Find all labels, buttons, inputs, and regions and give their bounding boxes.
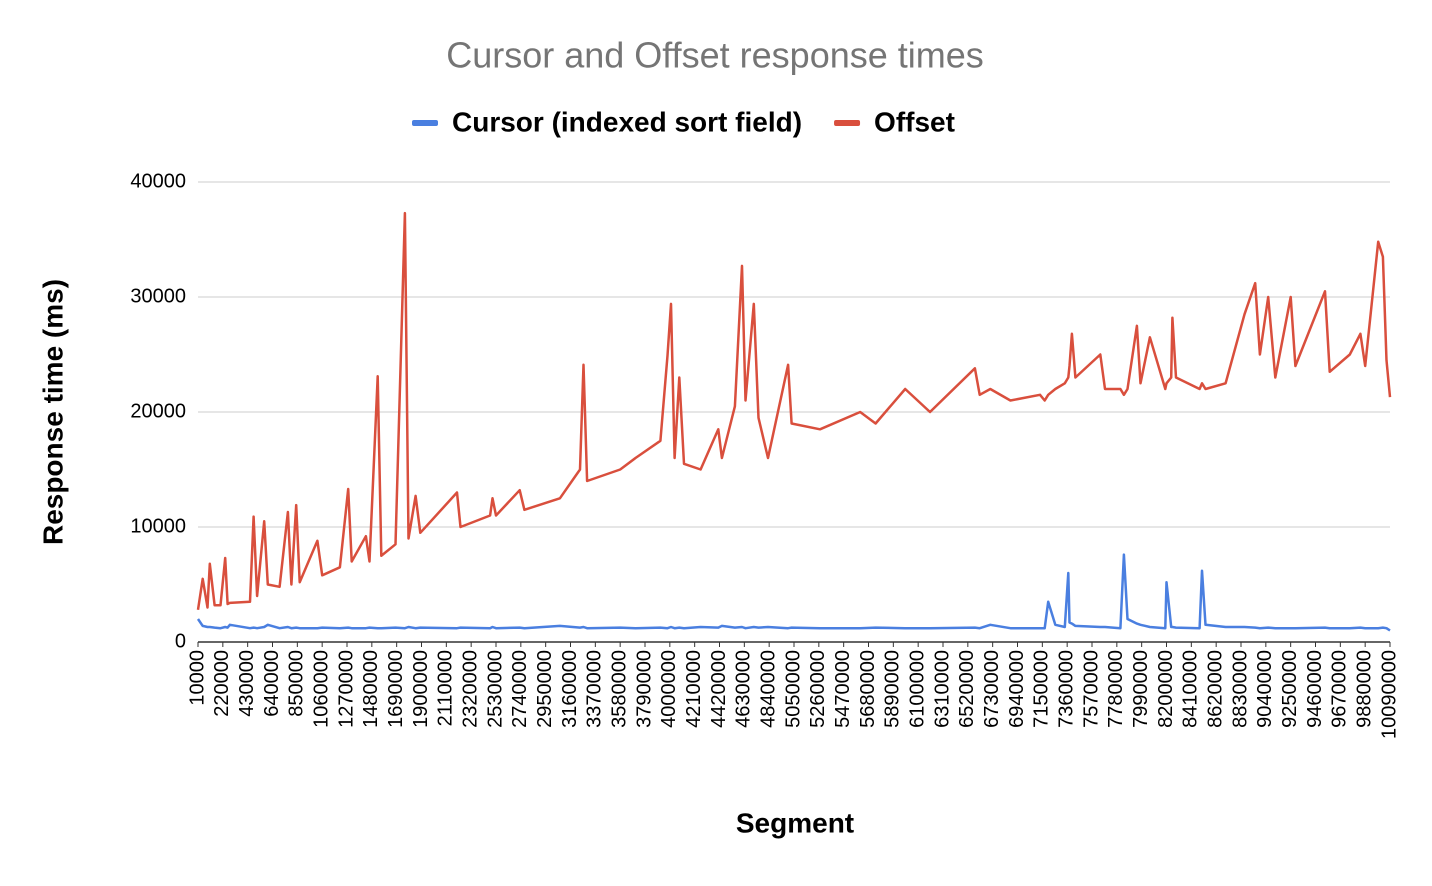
x-tick-label: 220000 <box>211 650 233 717</box>
x-tick-label: 5680000 <box>857 650 879 728</box>
x-tick-label: 7570000 <box>1080 650 1102 728</box>
x-tick-label: 4420000 <box>708 650 730 728</box>
legend-label: Offset <box>874 106 955 137</box>
x-tick-label: 640000 <box>261 650 283 717</box>
x-tick-label: 6310000 <box>931 650 953 728</box>
x-tick-label: 1270000 <box>335 650 357 728</box>
y-tick-label: 40000 <box>130 170 186 192</box>
x-tick-label: 9250000 <box>1279 650 1301 728</box>
x-tick-label: 5470000 <box>832 650 854 728</box>
x-tick-label: 6730000 <box>981 650 1003 728</box>
x-tick-label: 1060000 <box>310 650 332 728</box>
x-tick-label: 9460000 <box>1304 650 1326 728</box>
x-tick-label: 1900000 <box>410 650 432 728</box>
x-tick-label: 8830000 <box>1229 650 1251 728</box>
chart-title: Cursor and Offset response times <box>446 35 984 76</box>
x-tick-label: 2110000 <box>435 650 457 726</box>
x-tick-label: 4000000 <box>658 650 680 728</box>
x-tick-label: 1690000 <box>385 650 407 728</box>
x-tick-label: 2530000 <box>484 650 506 728</box>
x-tick-label: 7360000 <box>1055 650 1077 728</box>
x-tick-label: 7150000 <box>1031 650 1053 728</box>
x-tick-label: 6940000 <box>1006 650 1028 728</box>
x-tick-label: 3790000 <box>633 650 655 728</box>
x-tick-label: 8620000 <box>1204 650 1226 728</box>
series-line <box>196 553 1391 632</box>
x-tick-label: 430000 <box>236 650 258 717</box>
x-tick-label: 2950000 <box>534 650 556 728</box>
x-tick-label: 6520000 <box>956 650 978 728</box>
x-tick-label: 850000 <box>286 650 308 717</box>
x-tick-label: 6100000 <box>906 650 928 728</box>
x-tick-label: 9670000 <box>1329 650 1351 728</box>
x-tick-label: 4630000 <box>733 650 755 728</box>
legend-swatch <box>834 120 861 126</box>
x-tick-label: 8410000 <box>1180 650 1202 728</box>
x-tick-label: 5050000 <box>782 650 804 728</box>
x-tick-label: 7990000 <box>1130 650 1152 728</box>
y-axis-title: Response time (ms) <box>37 279 68 545</box>
x-tick-label: 2320000 <box>459 650 481 728</box>
legend-swatch <box>412 120 438 126</box>
y-tick-label: 0 <box>175 630 186 652</box>
x-tick-label: 9040000 <box>1254 650 1276 728</box>
y-tick-label: 20000 <box>130 400 186 422</box>
x-tick-label: 3580000 <box>608 650 630 728</box>
x-tick-label: 5260000 <box>807 650 829 728</box>
x-tick-label: 4210000 <box>683 650 705 728</box>
x-tick-label: 5890000 <box>882 650 904 728</box>
legend-label: Cursor (indexed sort field) <box>452 106 802 137</box>
x-tick-label: 10090000 <box>1378 650 1400 739</box>
y-tick-label: 10000 <box>130 515 186 537</box>
y-tick-label: 30000 <box>130 285 186 307</box>
x-tick-label: 9880000 <box>1353 650 1375 728</box>
series-line <box>196 211 1392 610</box>
x-tick-label: 4840000 <box>757 650 779 728</box>
x-tick-label: 2740000 <box>509 650 531 728</box>
x-tick-label: 1480000 <box>360 650 382 728</box>
x-axis-title: Segment <box>736 807 854 838</box>
x-tick-label: 10000 <box>186 650 208 706</box>
x-tick-label: 8200000 <box>1155 650 1177 728</box>
x-tick-label: 3160000 <box>559 650 581 728</box>
x-tick-label: 3370000 <box>584 650 606 728</box>
x-tick-label: 7780000 <box>1105 650 1127 728</box>
